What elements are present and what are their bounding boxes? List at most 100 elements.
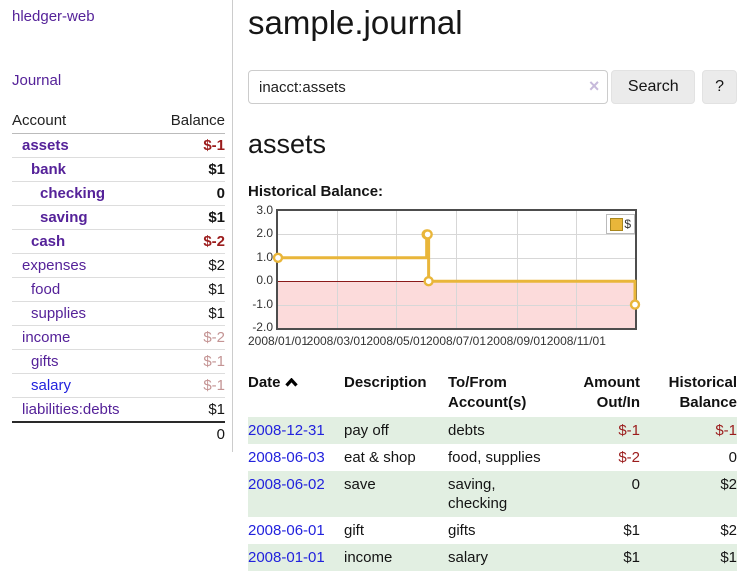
register-row: 2008-06-03 eat & shop food, supplies $-2 0 bbox=[248, 444, 737, 471]
data-point-marker bbox=[629, 299, 641, 310]
account-balance: $1 bbox=[153, 205, 225, 230]
account-link-food[interactable]: food bbox=[31, 281, 61, 298]
accounts-header-row: Account Balance bbox=[12, 109, 225, 134]
page-title: sample.journal bbox=[248, 4, 463, 41]
account-link-assets[interactable]: assets bbox=[22, 137, 69, 154]
account-balance: $-2 bbox=[153, 229, 225, 254]
register-date-cell: 2008-06-01 bbox=[248, 517, 344, 544]
data-point-marker bbox=[272, 252, 284, 263]
account-balance: 0 bbox=[153, 181, 225, 206]
account-cell: bank bbox=[12, 157, 154, 182]
register-date-link[interactable]: 2008-06-03 bbox=[248, 449, 325, 466]
chart: $ 3.0 2.0 1.0 0.0 -1.0 -2.0 2008/01/01 2008/03/… bbox=[248, 203, 737, 350]
search-input[interactable] bbox=[248, 70, 609, 104]
account-row: gifts $-1 bbox=[12, 349, 225, 374]
account-link-bank[interactable]: bank bbox=[31, 161, 67, 178]
account-cell: food bbox=[12, 277, 154, 302]
y-axis-tick-label: 0.0 bbox=[256, 273, 273, 288]
data-point-marker bbox=[422, 229, 433, 240]
register-balance: $-1 bbox=[640, 417, 737, 444]
register-amount: $1 bbox=[548, 544, 640, 571]
app-title-link[interactable]: hledger-web bbox=[12, 8, 95, 25]
account-link-income[interactable]: income bbox=[22, 329, 71, 346]
v-gridline bbox=[396, 211, 398, 328]
x-axis-tick-label: 2008/11/01 bbox=[546, 334, 606, 348]
account-cell: checking bbox=[12, 181, 154, 206]
search-input-wrap: × bbox=[248, 70, 609, 104]
account-link-cash[interactable]: cash bbox=[31, 233, 66, 250]
register-date-link[interactable]: 2008-12-31 bbox=[248, 422, 325, 439]
account-row: bank $1 bbox=[12, 157, 225, 182]
account-balance: $1 bbox=[153, 301, 225, 326]
register-row: 2008-06-01 gift gifts $1 $2 bbox=[248, 517, 737, 544]
balance-column-header-main: Historical Balance bbox=[668, 374, 737, 411]
account-balance: $-1 bbox=[153, 349, 225, 374]
register-accounts: debts bbox=[448, 417, 548, 444]
y-axis-tick-label: -1.0 bbox=[252, 296, 273, 311]
account-row: income $-2 bbox=[12, 325, 225, 350]
register-amount: $-2 bbox=[618, 449, 640, 466]
account-link-supplies[interactable]: supplies bbox=[31, 305, 87, 322]
register-date-link[interactable]: 2008-01-01 bbox=[248, 549, 325, 566]
legend-label: $ bbox=[624, 217, 631, 231]
chart-title: Historical Balance: bbox=[248, 183, 384, 200]
register-description: eat & shop bbox=[344, 449, 416, 466]
account-row: salary $-1 bbox=[12, 373, 225, 398]
v-gridline bbox=[576, 211, 578, 328]
legend-swatch-icon bbox=[610, 217, 624, 231]
description-column-header: Description bbox=[344, 374, 427, 391]
chart-plot-area: $ bbox=[272, 209, 641, 330]
accounts-table: Account Balance assets $-1 bank $1 checking 0… bbox=[12, 109, 225, 446]
account-cell: income bbox=[12, 325, 154, 350]
total-spacer bbox=[12, 421, 154, 446]
register-date-link[interactable]: 2008-06-01 bbox=[248, 522, 325, 539]
register-balance: $2 bbox=[720, 522, 737, 539]
date-column-header[interactable]: Date bbox=[248, 371, 344, 417]
register-date-cell: 2008-06-02 bbox=[248, 471, 344, 517]
register-date-link[interactable]: 2008-06-02 bbox=[248, 476, 325, 493]
register-table: Date Description To/From Account(s) Amou… bbox=[248, 371, 737, 571]
balance-column-header: Balance bbox=[153, 109, 225, 134]
account-heading: assets bbox=[248, 129, 327, 159]
accounts-total-row: 0 bbox=[12, 421, 225, 446]
account-link-gifts[interactable]: gifts bbox=[31, 353, 59, 370]
account-row: cash $-2 bbox=[12, 229, 225, 254]
clear-search-icon[interactable]: × bbox=[588, 76, 600, 96]
register-balance: $1 bbox=[640, 544, 737, 571]
register-amount: $-1 bbox=[548, 417, 640, 444]
account-balance: $1 bbox=[153, 397, 225, 422]
register-description: save bbox=[344, 471, 448, 517]
account-link-checking[interactable]: checking bbox=[40, 185, 106, 202]
x-axis-tick-label: 2008/05/01 bbox=[366, 334, 427, 348]
register-accounts: salary bbox=[448, 544, 548, 571]
amount-column-header: Amount Out/In bbox=[583, 374, 640, 411]
sidebar-item-journal[interactable]: Journal bbox=[12, 72, 62, 89]
register-accounts: gifts bbox=[448, 522, 476, 539]
register-amount: 0 bbox=[548, 471, 640, 517]
register-row: 2008-12-31 pay off debts $-1 $-1 bbox=[248, 417, 737, 444]
account-balance: $-1 bbox=[153, 133, 225, 158]
account-link-salary[interactable]: salary bbox=[31, 377, 72, 394]
register-balance: $2 bbox=[640, 471, 737, 517]
account-balance: $-2 bbox=[153, 325, 225, 350]
search-button[interactable]: Search bbox=[611, 70, 696, 104]
register-description: gift bbox=[344, 522, 365, 539]
register-amount: $1 bbox=[623, 522, 640, 539]
account-link-liabilities-debts[interactable]: liabilities:debts bbox=[22, 401, 120, 418]
account-link-expenses[interactable]: expenses bbox=[22, 257, 87, 274]
account-cell: gifts bbox=[12, 349, 154, 374]
register-balance: 0 bbox=[728, 449, 737, 466]
sort-ascending-icon bbox=[284, 373, 298, 393]
v-gridline bbox=[456, 211, 457, 328]
account-cell: assets bbox=[12, 133, 154, 158]
account-row: food $1 bbox=[12, 277, 225, 302]
chart-plot-inner bbox=[272, 211, 641, 328]
y-axis-tick-label: 2.0 bbox=[256, 226, 273, 241]
help-button[interactable]: ? bbox=[702, 70, 737, 104]
accounts-tbody: assets $-1 bank $1 checking 0 saving $1 cash $-2 e… bbox=[12, 133, 225, 422]
y-axis-tick-label: -2.0 bbox=[252, 320, 273, 334]
account-balance: $2 bbox=[153, 253, 225, 278]
x-axis-tick-label: 2008/01/01 bbox=[247, 334, 309, 348]
account-link-saving[interactable]: saving bbox=[40, 209, 88, 226]
account-row: liabilities:debts $1 bbox=[12, 397, 225, 422]
